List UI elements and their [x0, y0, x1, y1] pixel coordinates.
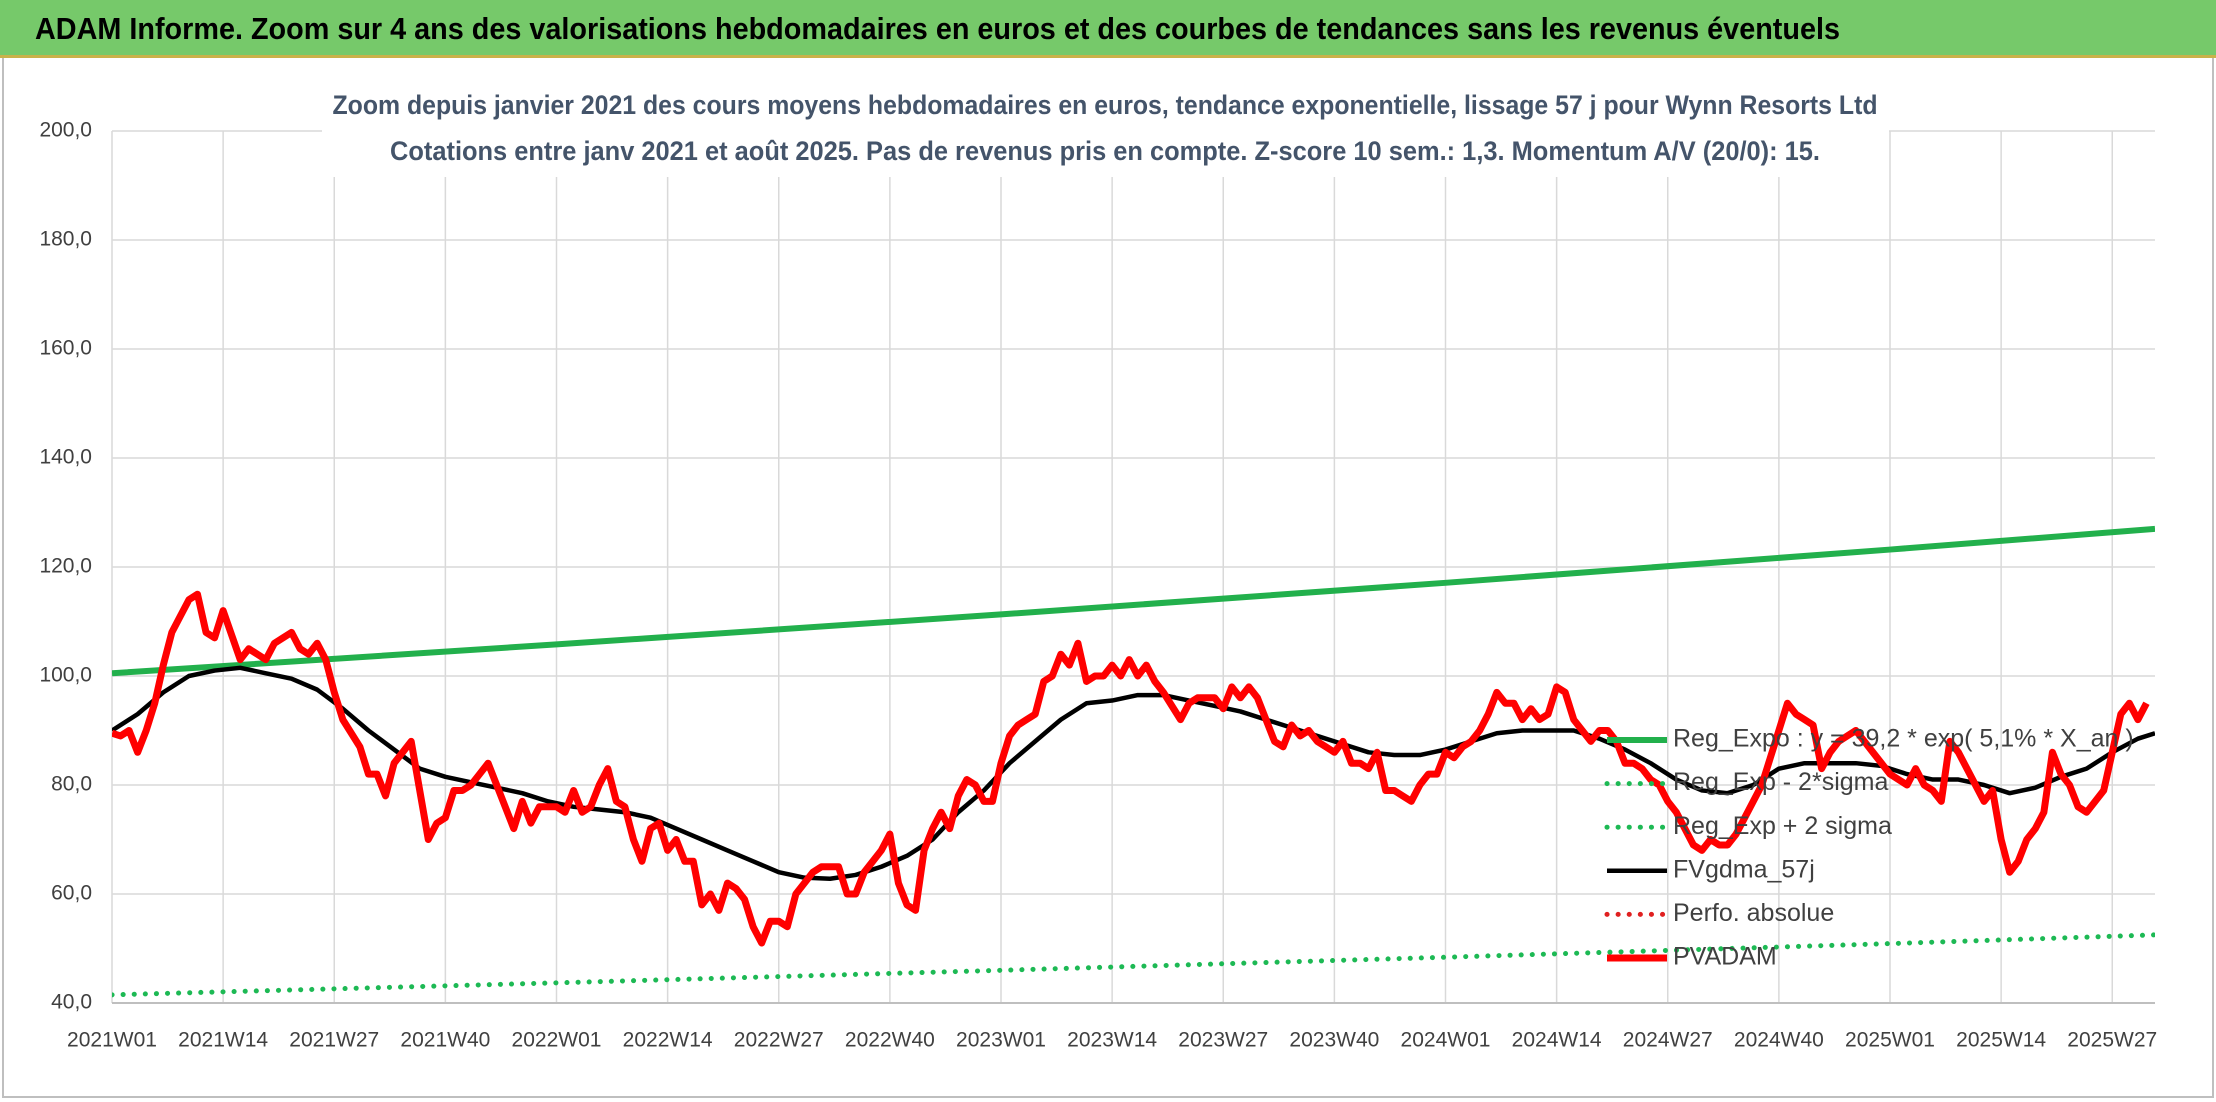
y-tick-label: 40,0: [51, 991, 92, 1014]
legend: Reg_Expo : y = 39,2 * exp( 5,1% * X_an )…: [1604, 725, 2134, 971]
legend-label: Reg_Exp - 2*sigma: [1673, 768, 1888, 796]
x-tick-label: 2025W01: [1845, 1029, 1935, 1052]
x-tick-label: 2021W40: [400, 1029, 490, 1052]
x-tick-label: 2023W01: [956, 1029, 1046, 1052]
x-tick-label: 2022W01: [512, 1029, 602, 1052]
x-tick-label: 2025W14: [1956, 1029, 2046, 1052]
x-tick-label: 2025W27: [2067, 1029, 2157, 1052]
x-tick-label: 2024W40: [1734, 1029, 1824, 1052]
y-tick-label: 160,0: [39, 337, 92, 360]
chart-title: Zoom depuis janvier 2021 des cours moyen…: [333, 90, 1878, 120]
title-box: [322, 85, 1889, 177]
y-tick-label: 140,0: [39, 446, 92, 469]
header-bar: [0, 0, 2216, 57]
x-tick-label: 2023W40: [1289, 1029, 1379, 1052]
y-tick-label: 200,0: [39, 119, 92, 142]
x-tick-label: 2021W01: [67, 1029, 157, 1052]
grid: [111, 130, 2155, 1004]
legend-label: PVADAM: [1673, 943, 1777, 971]
x-tick-label: 2024W01: [1401, 1029, 1491, 1052]
y-tick-label: 120,0: [39, 555, 92, 578]
y-tick-label: 100,0: [39, 664, 92, 687]
header-border: [0, 55, 2216, 58]
x-tick-label: 2021W14: [178, 1029, 268, 1052]
x-tick-label: 2024W14: [1512, 1029, 1602, 1052]
x-tick-label: 2022W27: [734, 1029, 824, 1052]
plot-lines: [112, 525, 2155, 998]
series-line: [112, 932, 2155, 998]
axes: 40,0 60,0 80,0 100,0 120,0 140,0 160,0 180,0 200…: [39, 119, 2157, 1052]
x-tick-label: 2022W14: [623, 1029, 713, 1052]
y-tick-label: 60,0: [51, 882, 92, 905]
series-line: [112, 525, 2155, 677]
x-tick-label: 2023W14: [1067, 1029, 1157, 1052]
series-line: [112, 590, 2150, 947]
x-tick-label: 2021W27: [289, 1029, 379, 1052]
legend-label: Reg_Exp + 2 sigma: [1673, 812, 1892, 840]
chart-subtitle: Cotations entre janv 2021 et août 2025. …: [390, 136, 1820, 166]
x-tick-label: 2023W27: [1178, 1029, 1268, 1052]
header-title: ADAM Informe. Zoom sur 4 ans des valoris…: [35, 11, 1840, 46]
legend-label: Reg_Expo : y = 39,2 * exp( 5,1% * X_an ): [1673, 725, 2134, 753]
legend-label: Perfo. absolue: [1673, 899, 1834, 927]
legend-label: FVgdma_57j: [1673, 855, 1815, 883]
x-tick-label: 2022W40: [845, 1029, 935, 1052]
y-tick-label: 80,0: [51, 773, 92, 796]
x-tick-label: 2024W27: [1623, 1029, 1713, 1052]
y-tick-label: 180,0: [39, 228, 92, 251]
